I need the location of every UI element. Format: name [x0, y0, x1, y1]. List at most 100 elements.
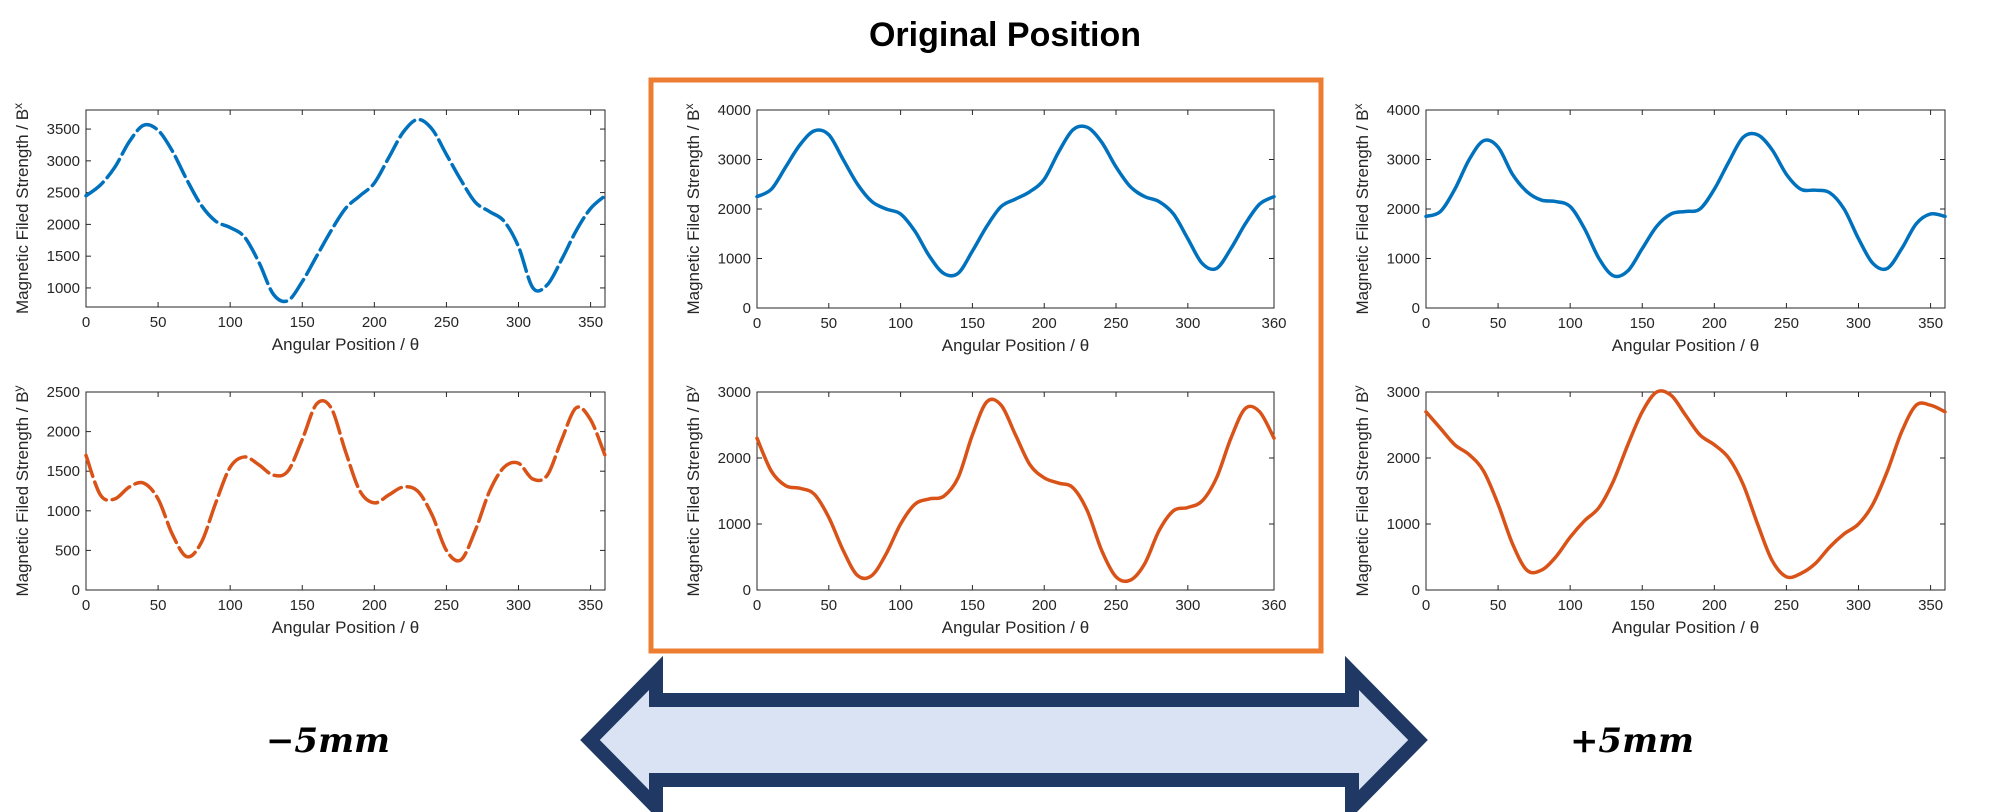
chart-5: 0 50 100 150 200 250 300 350 0 1000 2000 3000 4000 An…	[1351, 102, 1947, 355]
series-line-bx	[84, 117, 607, 304]
x-tick-label: 50	[150, 597, 167, 614]
x-axis-label: Angular Position / θ	[942, 618, 1089, 637]
center-title: Original Position	[869, 16, 1141, 54]
x-tick-label: 0	[82, 314, 90, 331]
original-position-highlight-box	[648, 77, 1324, 654]
y-tick-label: 3000	[47, 153, 80, 170]
x-tick-label: 250	[434, 597, 459, 614]
y-axis-label-subscript: y	[682, 385, 696, 391]
x-tick-label: 0	[82, 597, 90, 614]
series-line-bx	[1424, 131, 1947, 279]
plot-area	[756, 391, 1275, 591]
x-tick-label: 100	[888, 315, 913, 332]
x-tick-label: 250	[1774, 315, 1799, 332]
x-tick-label: 250	[434, 314, 459, 331]
y-axis-label-subscript: x	[682, 103, 696, 109]
plot-area	[756, 109, 1275, 309]
x-axis-label: Angular Position / θ	[272, 618, 419, 637]
chart-3: 0 50 100 150 200 250 300 360 0 1000 2000 3000 4000 An…	[682, 102, 1287, 355]
x-tick-label: 50	[1490, 597, 1507, 614]
y-axis-label: Magnetic Filed Strength / By	[11, 385, 32, 596]
y-tick-label: 0	[743, 582, 751, 599]
plot-area	[1425, 391, 1946, 591]
x-tick-label: 150	[960, 597, 985, 614]
double-arrow-icon	[580, 655, 1428, 812]
x-axis-label: Angular Position / θ	[1612, 618, 1759, 637]
x-tick-label: 200	[362, 597, 387, 614]
y-tick-label: 3000	[718, 384, 751, 401]
y-tick-label: 1000	[47, 503, 80, 520]
y-axis-label-subscript: y	[1351, 385, 1365, 391]
plot-area	[85, 109, 606, 308]
y-tick-label: 1000	[718, 516, 751, 533]
x-tick-label: 300	[1846, 315, 1871, 332]
x-tick-label: 350	[1918, 597, 1943, 614]
y-axis-label-subscript: x	[11, 103, 25, 109]
series-line-bx	[755, 124, 1276, 278]
x-axis-label: Angular Position / θ	[1612, 336, 1759, 355]
y-axis-label-main: Magnetic Filed Strength / B	[13, 391, 32, 596]
y-tick-label: 0	[1412, 300, 1420, 317]
x-tick-label: 300	[506, 314, 531, 331]
y-tick-label: 3000	[1387, 152, 1420, 169]
x-tick-label: 0	[1422, 597, 1430, 614]
y-tick-label: 4000	[1387, 102, 1420, 119]
y-axis-label: Magnetic Filed Strength / Bx	[682, 103, 703, 314]
chart-6: 0 50 100 150 200 250 300 350 0 1000 2000 3000 Angula…	[1351, 384, 1947, 637]
x-tick-label: 350	[578, 314, 603, 331]
x-tick-label: 350	[578, 597, 603, 614]
y-tick-label: 1000	[1387, 251, 1420, 268]
plot-area	[85, 391, 606, 591]
y-tick-label: 1500	[47, 463, 80, 480]
chart-2: 0 50 100 150 200 250 300 350 0 500 1000 1500 2000 250…	[11, 384, 607, 637]
chart-1: 0 50 100 150 200 250 300 350 1000 1500 2000 2500 300…	[11, 103, 607, 354]
x-tick-label: 250	[1774, 597, 1799, 614]
y-tick-label: 2000	[718, 201, 751, 218]
x-tick-label: 200	[1702, 315, 1727, 332]
y-axis-label-main: Magnetic Filed Strength / B	[1353, 109, 1372, 314]
x-tick-label: 50	[1490, 315, 1507, 332]
y-tick-label: 0	[743, 300, 751, 317]
y-tick-label: 2500	[47, 384, 80, 401]
x-tick-label: 100	[218, 314, 243, 331]
series-line-by	[1424, 389, 1947, 580]
y-tick-label: 3000	[1387, 384, 1420, 401]
x-tick-label: 50	[820, 597, 837, 614]
x-tick-label: 200	[1032, 315, 1057, 332]
x-tick-label: 0	[753, 597, 761, 614]
y-tick-label: 2000	[47, 424, 80, 441]
x-axis-label: Angular Position / θ	[942, 336, 1089, 355]
series-line-by	[755, 397, 1276, 584]
x-tick-label: 200	[362, 314, 387, 331]
x-tick-label: 300	[506, 597, 531, 614]
y-axis-label-main: Magnetic Filed Strength / B	[684, 109, 703, 314]
y-tick-label: 2000	[1387, 450, 1420, 467]
y-axis-label: Magnetic Filed Strength / Bx	[1351, 103, 1372, 314]
y-tick-label: 2000	[1387, 201, 1420, 218]
x-tick-label: 50	[820, 315, 837, 332]
y-axis-label: Magnetic Filed Strength / By	[682, 385, 703, 596]
x-tick-label: 300	[1846, 597, 1871, 614]
charts-layer: 0 50 100 150 200 250 300 3501000150020002500300…	[11, 102, 1947, 637]
left-offset-label: −5mm	[266, 721, 390, 761]
y-axis-label-main: Magnetic Filed Strength / B	[684, 391, 703, 596]
x-tick-label: 360	[1261, 597, 1286, 614]
x-tick-label: 150	[290, 314, 315, 331]
x-tick-label: 250	[1104, 315, 1129, 332]
y-tick-label: 1000	[1387, 516, 1420, 533]
x-tick-label: 150	[1630, 597, 1655, 614]
x-tick-label: 200	[1032, 597, 1057, 614]
x-tick-label: 0	[753, 315, 761, 332]
x-tick-label: 250	[1104, 597, 1129, 614]
x-tick-label: 360	[1261, 315, 1286, 332]
x-tick-label: 100	[1558, 597, 1583, 614]
y-tick-label: 1000	[718, 251, 751, 268]
x-tick-label: 100	[218, 597, 243, 614]
y-axis-label-subscript: x	[1351, 103, 1365, 109]
x-tick-label: 150	[960, 315, 985, 332]
y-tick-label: 4000	[718, 102, 751, 119]
x-tick-label: 50	[150, 314, 167, 331]
x-tick-label: 150	[1630, 315, 1655, 332]
x-tick-label: 100	[888, 597, 913, 614]
